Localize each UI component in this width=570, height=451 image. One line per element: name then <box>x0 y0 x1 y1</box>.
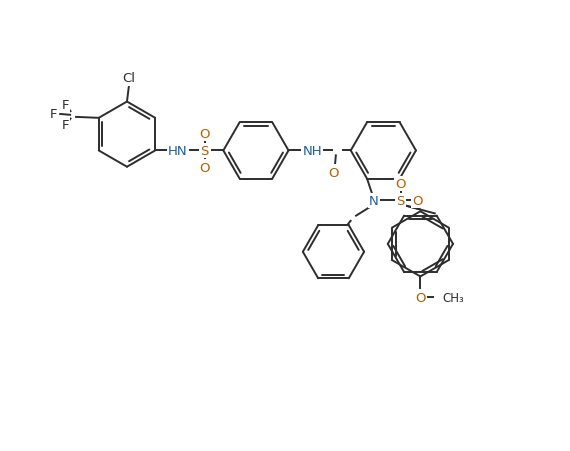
Text: NH: NH <box>303 145 322 157</box>
Text: O: O <box>415 291 426 304</box>
Text: O: O <box>396 178 406 191</box>
Text: S: S <box>397 194 405 207</box>
Text: O: O <box>200 128 210 141</box>
Text: O: O <box>329 166 339 179</box>
Text: O: O <box>412 194 423 207</box>
Text: F: F <box>62 119 69 132</box>
Text: F: F <box>62 99 69 112</box>
Text: N: N <box>369 194 379 207</box>
Text: Cl: Cl <box>123 72 136 85</box>
Text: S: S <box>201 145 209 157</box>
Text: HN: HN <box>168 145 188 157</box>
Text: F: F <box>50 108 57 121</box>
Text: CH₃: CH₃ <box>442 291 464 304</box>
Text: O: O <box>200 161 210 175</box>
